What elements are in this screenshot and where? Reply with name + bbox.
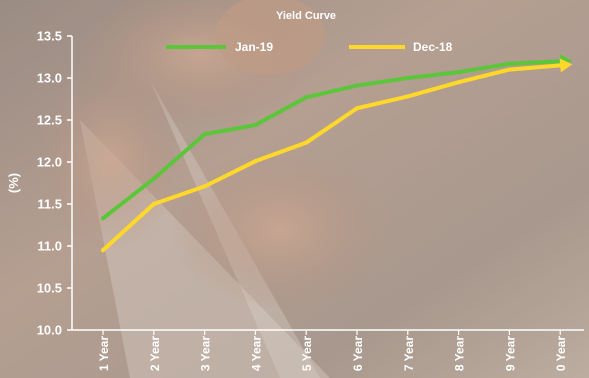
data-point-jan-19 xyxy=(456,70,461,75)
data-point-dec-18 xyxy=(101,248,105,253)
x-tick-label: 1 Year xyxy=(97,336,111,371)
data-point-jan-19 xyxy=(507,61,512,66)
y-tick-labels: 13.5 13.0 12.5 12.0 11.5 11.0 10.5 10.0 xyxy=(37,29,72,338)
series-line-dec-18 xyxy=(101,63,563,253)
data-point-jan-19 xyxy=(101,216,105,221)
y-tick-label: 10.0 xyxy=(37,323,62,338)
legend-label-dec-18: Dec-18 xyxy=(413,40,453,54)
x-tick-label: 0 Year xyxy=(554,336,568,371)
y-tick-label: 11.5 xyxy=(37,197,62,212)
data-point-dec-18 xyxy=(202,184,207,189)
y-tick-label: 13.0 xyxy=(37,71,62,86)
data-point-jan-19 xyxy=(253,123,258,128)
chart-title: Yield Curve xyxy=(276,10,336,22)
data-point-jan-19 xyxy=(151,176,156,181)
data-point-jan-19 xyxy=(202,132,207,137)
series-line-jan-19 xyxy=(101,59,563,221)
data-point-dec-18 xyxy=(507,67,512,72)
legend-label-jan-19: Jan-19 xyxy=(235,40,273,54)
y-tick-label: 13.5 xyxy=(37,29,62,44)
data-point-jan-19 xyxy=(405,76,410,80)
x-tick-label: 4 Year xyxy=(249,336,263,371)
x-tick-label: 6 Year xyxy=(351,336,365,371)
y-tick-label: 11.0 xyxy=(37,239,62,254)
data-point-dec-18 xyxy=(304,140,309,145)
arrowhead-dec-18 xyxy=(559,58,573,73)
series-lines xyxy=(101,54,573,253)
x-tick-label: 5 Year xyxy=(300,336,314,371)
data-point-jan-19 xyxy=(304,95,309,100)
data-point-jan-19 xyxy=(355,83,359,88)
y-tick-label: 10.5 xyxy=(37,281,62,296)
data-point-dec-18 xyxy=(253,159,258,164)
y-tick-label: 12.0 xyxy=(37,155,62,170)
y-axis-label: (%) xyxy=(6,173,21,193)
data-point-dec-18 xyxy=(456,80,461,85)
x-tick-label: 8 Year xyxy=(453,336,467,371)
x-tick-labels: 1 Year 2 Year 3 Year 4 Year 5 Year 6 Year 7 Ye… xyxy=(97,330,568,371)
y-tick-label: 12.5 xyxy=(37,113,62,128)
x-tick-label: 2 Year xyxy=(148,336,162,371)
data-point-dec-18 xyxy=(405,94,410,99)
data-point-dec-18 xyxy=(151,202,156,206)
x-tick-label: 3 Year xyxy=(199,336,213,371)
axes xyxy=(71,36,584,331)
data-point-dec-18 xyxy=(355,106,359,111)
x-tick-label: 9 Year xyxy=(503,336,517,371)
legend: Jan-19 Dec-18 xyxy=(166,40,453,54)
x-tick-label: 7 Year xyxy=(402,336,416,371)
